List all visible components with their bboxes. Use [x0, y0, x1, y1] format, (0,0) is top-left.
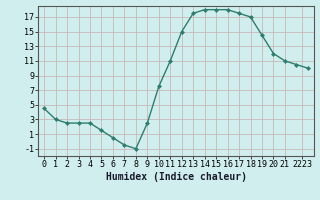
X-axis label: Humidex (Indice chaleur): Humidex (Indice chaleur) — [106, 172, 246, 182]
